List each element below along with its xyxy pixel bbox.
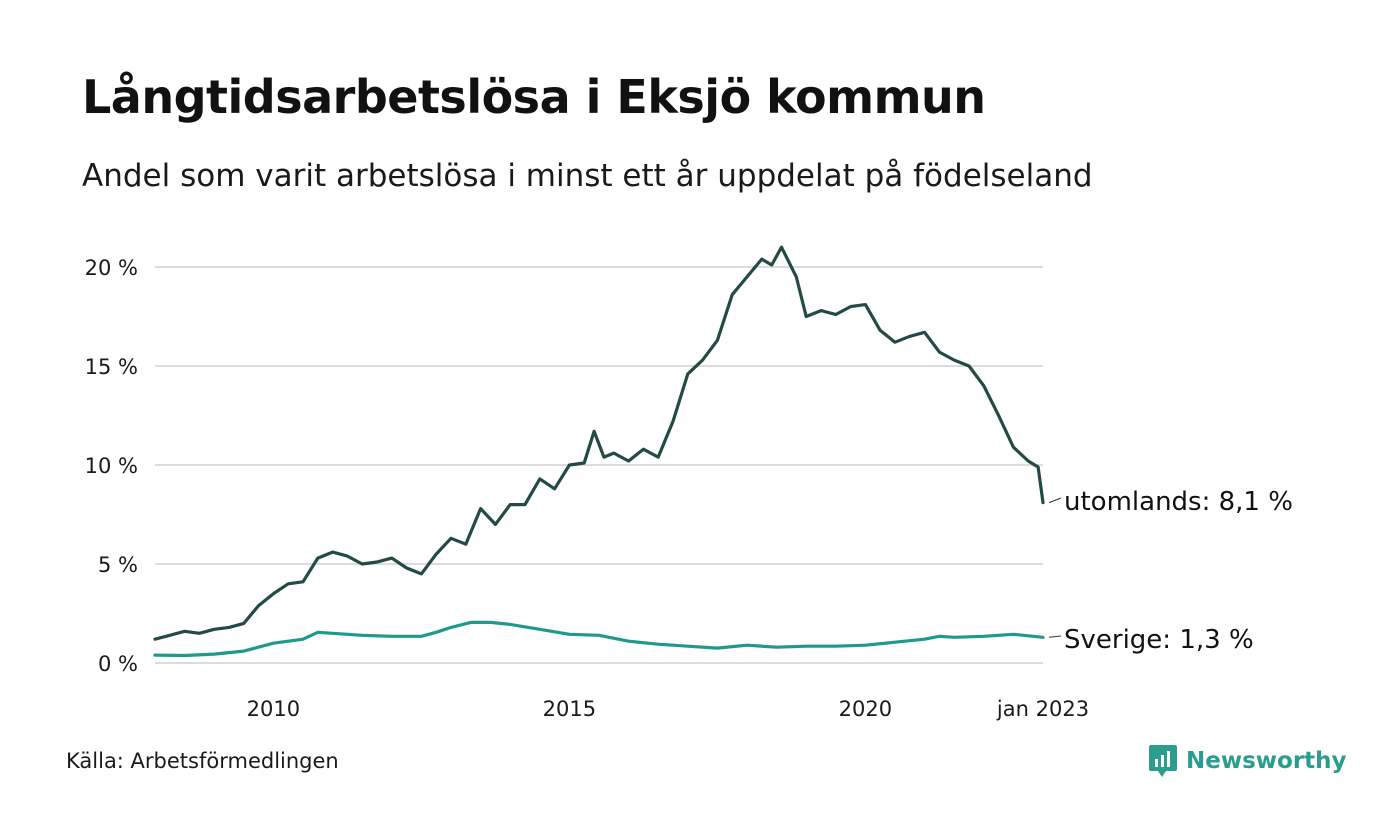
newsworthy-logo-icon — [1149, 745, 1177, 777]
gridlines — [155, 266, 1043, 664]
series-end-labels: utomlands: 8,1 % Sverige: 1,3 % — [1048, 487, 1293, 655]
y-axis-ticks: 0 % 5 % 10 % 15 % 20 % — [85, 256, 138, 676]
brand-name: Newsworthy — [1186, 748, 1347, 774]
x-tick-label: 2020 — [839, 697, 892, 721]
end-label-sverige: Sverige: 1,3 % — [1064, 625, 1254, 655]
brand-logo: Newsworthy — [1148, 744, 1347, 778]
series-lines — [153, 245, 1045, 658]
chart-subtitle: Andel som varit arbetslösa i minst ett å… — [82, 158, 1093, 194]
x-tick-label: 2010 — [247, 697, 300, 721]
chart-title: Långtidsarbetslösa i Eksjö kommun — [82, 70, 986, 124]
y-tick-label: 15 % — [85, 355, 138, 379]
series-line-sverige — [153, 620, 1045, 658]
x-axis-ticks: 2010 2015 2020 jan 2023 — [247, 697, 1089, 721]
y-tick-label: 0 % — [98, 652, 138, 676]
y-tick-label: 5 % — [98, 553, 138, 577]
x-tick-label: jan 2023 — [996, 697, 1089, 721]
series-line-utomlands — [153, 245, 1045, 641]
end-label-connector — [1048, 497, 1062, 504]
x-tick-label: 2015 — [543, 697, 596, 721]
end-label-connector — [1048, 635, 1062, 638]
y-tick-label: 20 % — [85, 256, 138, 280]
end-label-utomlands: utomlands: 8,1 % — [1064, 487, 1293, 517]
source-note: Källa: Arbetsförmedlingen — [66, 749, 339, 773]
y-tick-label: 10 % — [85, 454, 138, 478]
